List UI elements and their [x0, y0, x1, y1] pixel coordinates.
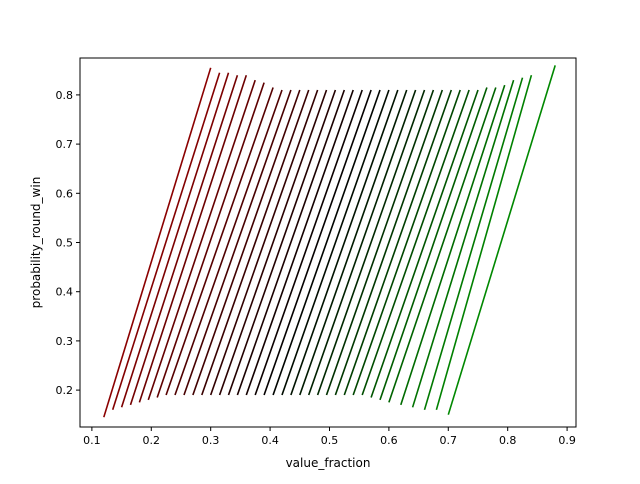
x-axis: 0.1 0.2 0.3 0.4 0.5 0.6 0.7 0.8 0.9: [83, 427, 576, 447]
series-line-31: [370, 89, 479, 398]
series-line-15: [227, 89, 337, 396]
x-axis-label: value_fraction: [286, 456, 371, 470]
x-tick-label: 0.1: [83, 434, 101, 447]
series-line-35: [411, 79, 515, 408]
y-tick-label: 0.2: [56, 384, 74, 397]
series-line-30: [361, 89, 470, 396]
y-axis-label: probability_round_win: [29, 177, 43, 309]
y-tick-label: 0.6: [56, 187, 74, 200]
series-line-34: [400, 84, 506, 406]
x-tick-label: 0.3: [202, 434, 220, 447]
series-line-27: [334, 89, 444, 396]
series-line-24: [307, 89, 417, 396]
series-line-7: [156, 82, 265, 398]
x-tick-label: 0.7: [440, 434, 458, 447]
series-line-4: [129, 74, 239, 406]
y-tick-label: 0.4: [56, 286, 74, 299]
series-line-23: [299, 89, 408, 396]
series-line-8: [165, 87, 274, 396]
y-tick-label: 0.7: [56, 138, 74, 151]
series-line-11: [192, 89, 301, 396]
series-line-10: [183, 89, 292, 396]
y-tick-label: 0.8: [56, 89, 74, 102]
series-line-6: [147, 79, 256, 401]
series-line-14: [218, 89, 328, 396]
y-tick-label: 0.5: [56, 237, 74, 250]
series-line-25: [316, 89, 426, 396]
y-tick-label: 0.3: [56, 335, 74, 348]
series-line-20: [272, 89, 381, 396]
series-line-26: [325, 89, 435, 396]
series-line-2: [111, 72, 221, 411]
series-line-17: [245, 89, 354, 396]
x-tick-label: 0.2: [143, 434, 161, 447]
series-line-13: [209, 89, 319, 396]
x-tick-label: 0.9: [558, 434, 576, 447]
series-line-32: [379, 87, 488, 401]
series-line-29: [352, 89, 461, 396]
series-line-12: [201, 89, 310, 396]
series-line-5: [138, 74, 248, 403]
series-layer: [103, 65, 556, 418]
series-line-38: [447, 65, 556, 415]
series-line-28: [343, 89, 453, 396]
x-tick-label: 0.6: [380, 434, 398, 447]
series-line-3: [120, 72, 230, 408]
series-line-21: [281, 89, 390, 396]
series-line-9: [174, 89, 283, 396]
x-tick-label: 0.5: [321, 434, 339, 447]
series-line-37: [435, 74, 533, 411]
x-tick-label: 0.8: [499, 434, 517, 447]
series-line-33: [388, 87, 497, 403]
series-line-16: [236, 89, 346, 396]
y-axis: 0.2 0.3 0.4 0.5 0.6 0.7 0.8: [56, 89, 80, 397]
series-line-18: [254, 89, 363, 396]
series-line-1: [103, 67, 212, 418]
series-line-22: [290, 89, 399, 396]
series-line-19: [263, 89, 372, 396]
series-line-36: [423, 77, 524, 411]
x-tick-label: 0.4: [261, 434, 279, 447]
